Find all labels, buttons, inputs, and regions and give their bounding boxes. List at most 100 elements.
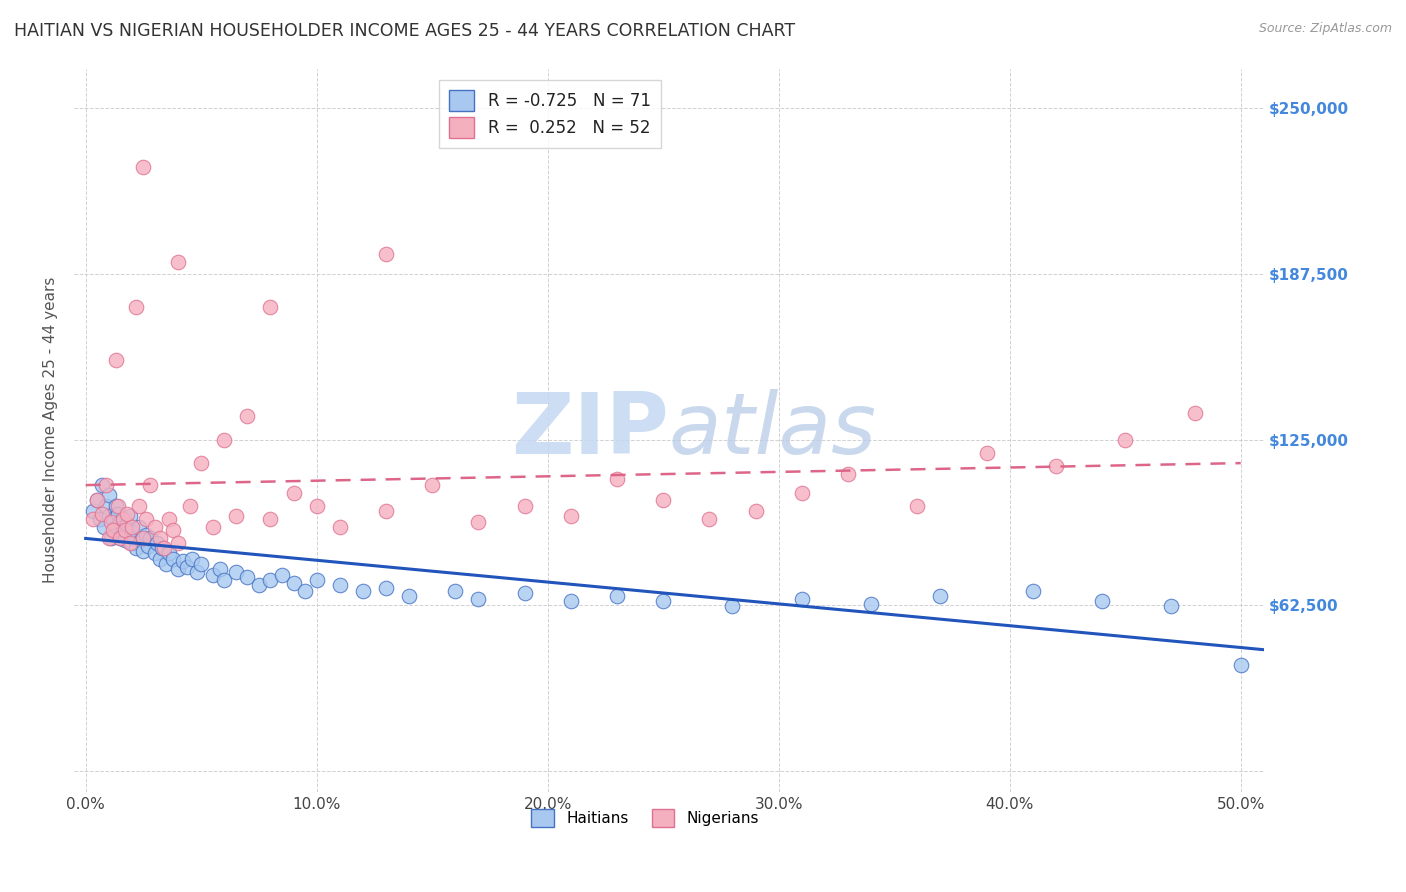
Point <box>97 509 120 524</box>
Point <box>125 541 148 556</box>
Point <box>201 567 224 582</box>
Point <box>146 536 169 550</box>
Point <box>139 477 162 491</box>
Point <box>107 507 129 521</box>
Point <box>97 531 120 545</box>
Point <box>259 300 281 314</box>
Point <box>176 559 198 574</box>
Point <box>790 485 813 500</box>
Point <box>82 504 104 518</box>
Point <box>560 509 582 524</box>
Point <box>121 525 143 540</box>
Text: Source: ZipAtlas.com: Source: ZipAtlas.com <box>1258 22 1392 36</box>
Point <box>107 499 129 513</box>
Point <box>860 597 883 611</box>
Point <box>721 599 744 614</box>
Point <box>157 546 180 560</box>
Point <box>118 536 141 550</box>
Point <box>560 594 582 608</box>
Point <box>111 523 134 537</box>
Point <box>212 433 235 447</box>
Point <box>139 531 162 545</box>
Text: HAITIAN VS NIGERIAN HOUSEHOLDER INCOME AGES 25 - 44 YEARS CORRELATION CHART: HAITIAN VS NIGERIAN HOUSEHOLDER INCOME A… <box>14 22 796 40</box>
Point <box>225 509 247 524</box>
Point <box>283 485 305 500</box>
Point <box>167 536 190 550</box>
Point <box>128 520 150 534</box>
Point <box>148 531 170 545</box>
Point <box>104 499 127 513</box>
Point <box>90 507 112 521</box>
Text: ZIP: ZIP <box>512 389 669 472</box>
Point <box>1114 433 1136 447</box>
Point <box>398 589 420 603</box>
Point <box>114 523 136 537</box>
Point <box>444 583 467 598</box>
Point <box>100 531 122 545</box>
Point <box>104 353 127 368</box>
Point <box>103 523 125 537</box>
Point <box>143 546 166 560</box>
Point <box>190 557 212 571</box>
Point <box>150 541 173 556</box>
Point <box>96 499 118 513</box>
Point <box>1022 583 1045 598</box>
Point <box>259 573 281 587</box>
Point <box>329 520 352 534</box>
Point <box>190 456 212 470</box>
Point <box>135 512 157 526</box>
Point <box>180 551 202 566</box>
Point <box>82 512 104 526</box>
Point <box>162 551 184 566</box>
Point <box>375 247 398 261</box>
Point <box>225 565 247 579</box>
Point <box>837 467 859 481</box>
Point <box>744 504 766 518</box>
Point <box>167 562 190 576</box>
Legend: Haitians, Nigerians: Haitians, Nigerians <box>523 801 766 835</box>
Point <box>103 512 125 526</box>
Point <box>86 493 108 508</box>
Point <box>606 472 628 486</box>
Point <box>467 515 489 529</box>
Point <box>186 565 208 579</box>
Point <box>132 531 155 545</box>
Point <box>208 562 231 576</box>
Point <box>905 499 928 513</box>
Point <box>283 575 305 590</box>
Point <box>135 528 157 542</box>
Point <box>136 539 159 553</box>
Point <box>111 512 134 526</box>
Point <box>104 520 127 534</box>
Y-axis label: Householder Income Ages 25 - 44 years: Householder Income Ages 25 - 44 years <box>44 277 58 583</box>
Point <box>1045 458 1067 473</box>
Point <box>122 531 145 545</box>
Point <box>1160 599 1182 614</box>
Point <box>162 523 184 537</box>
Point <box>110 531 132 545</box>
Point <box>153 541 176 556</box>
Point <box>115 507 138 521</box>
Point <box>97 488 120 502</box>
Point <box>375 581 398 595</box>
Point <box>1229 657 1251 672</box>
Point <box>259 512 281 526</box>
Point <box>86 493 108 508</box>
Point <box>121 520 143 534</box>
Point <box>172 554 194 568</box>
Point <box>132 160 155 174</box>
Point <box>114 533 136 548</box>
Point <box>110 531 132 545</box>
Point <box>100 515 122 529</box>
Point <box>129 533 152 548</box>
Point <box>1184 406 1206 420</box>
Point <box>1091 594 1114 608</box>
Point <box>236 570 259 584</box>
Point <box>929 589 952 603</box>
Point <box>115 517 138 532</box>
Point <box>352 583 374 598</box>
Point <box>148 551 170 566</box>
Point <box>143 520 166 534</box>
Point <box>93 520 115 534</box>
Point <box>606 589 628 603</box>
